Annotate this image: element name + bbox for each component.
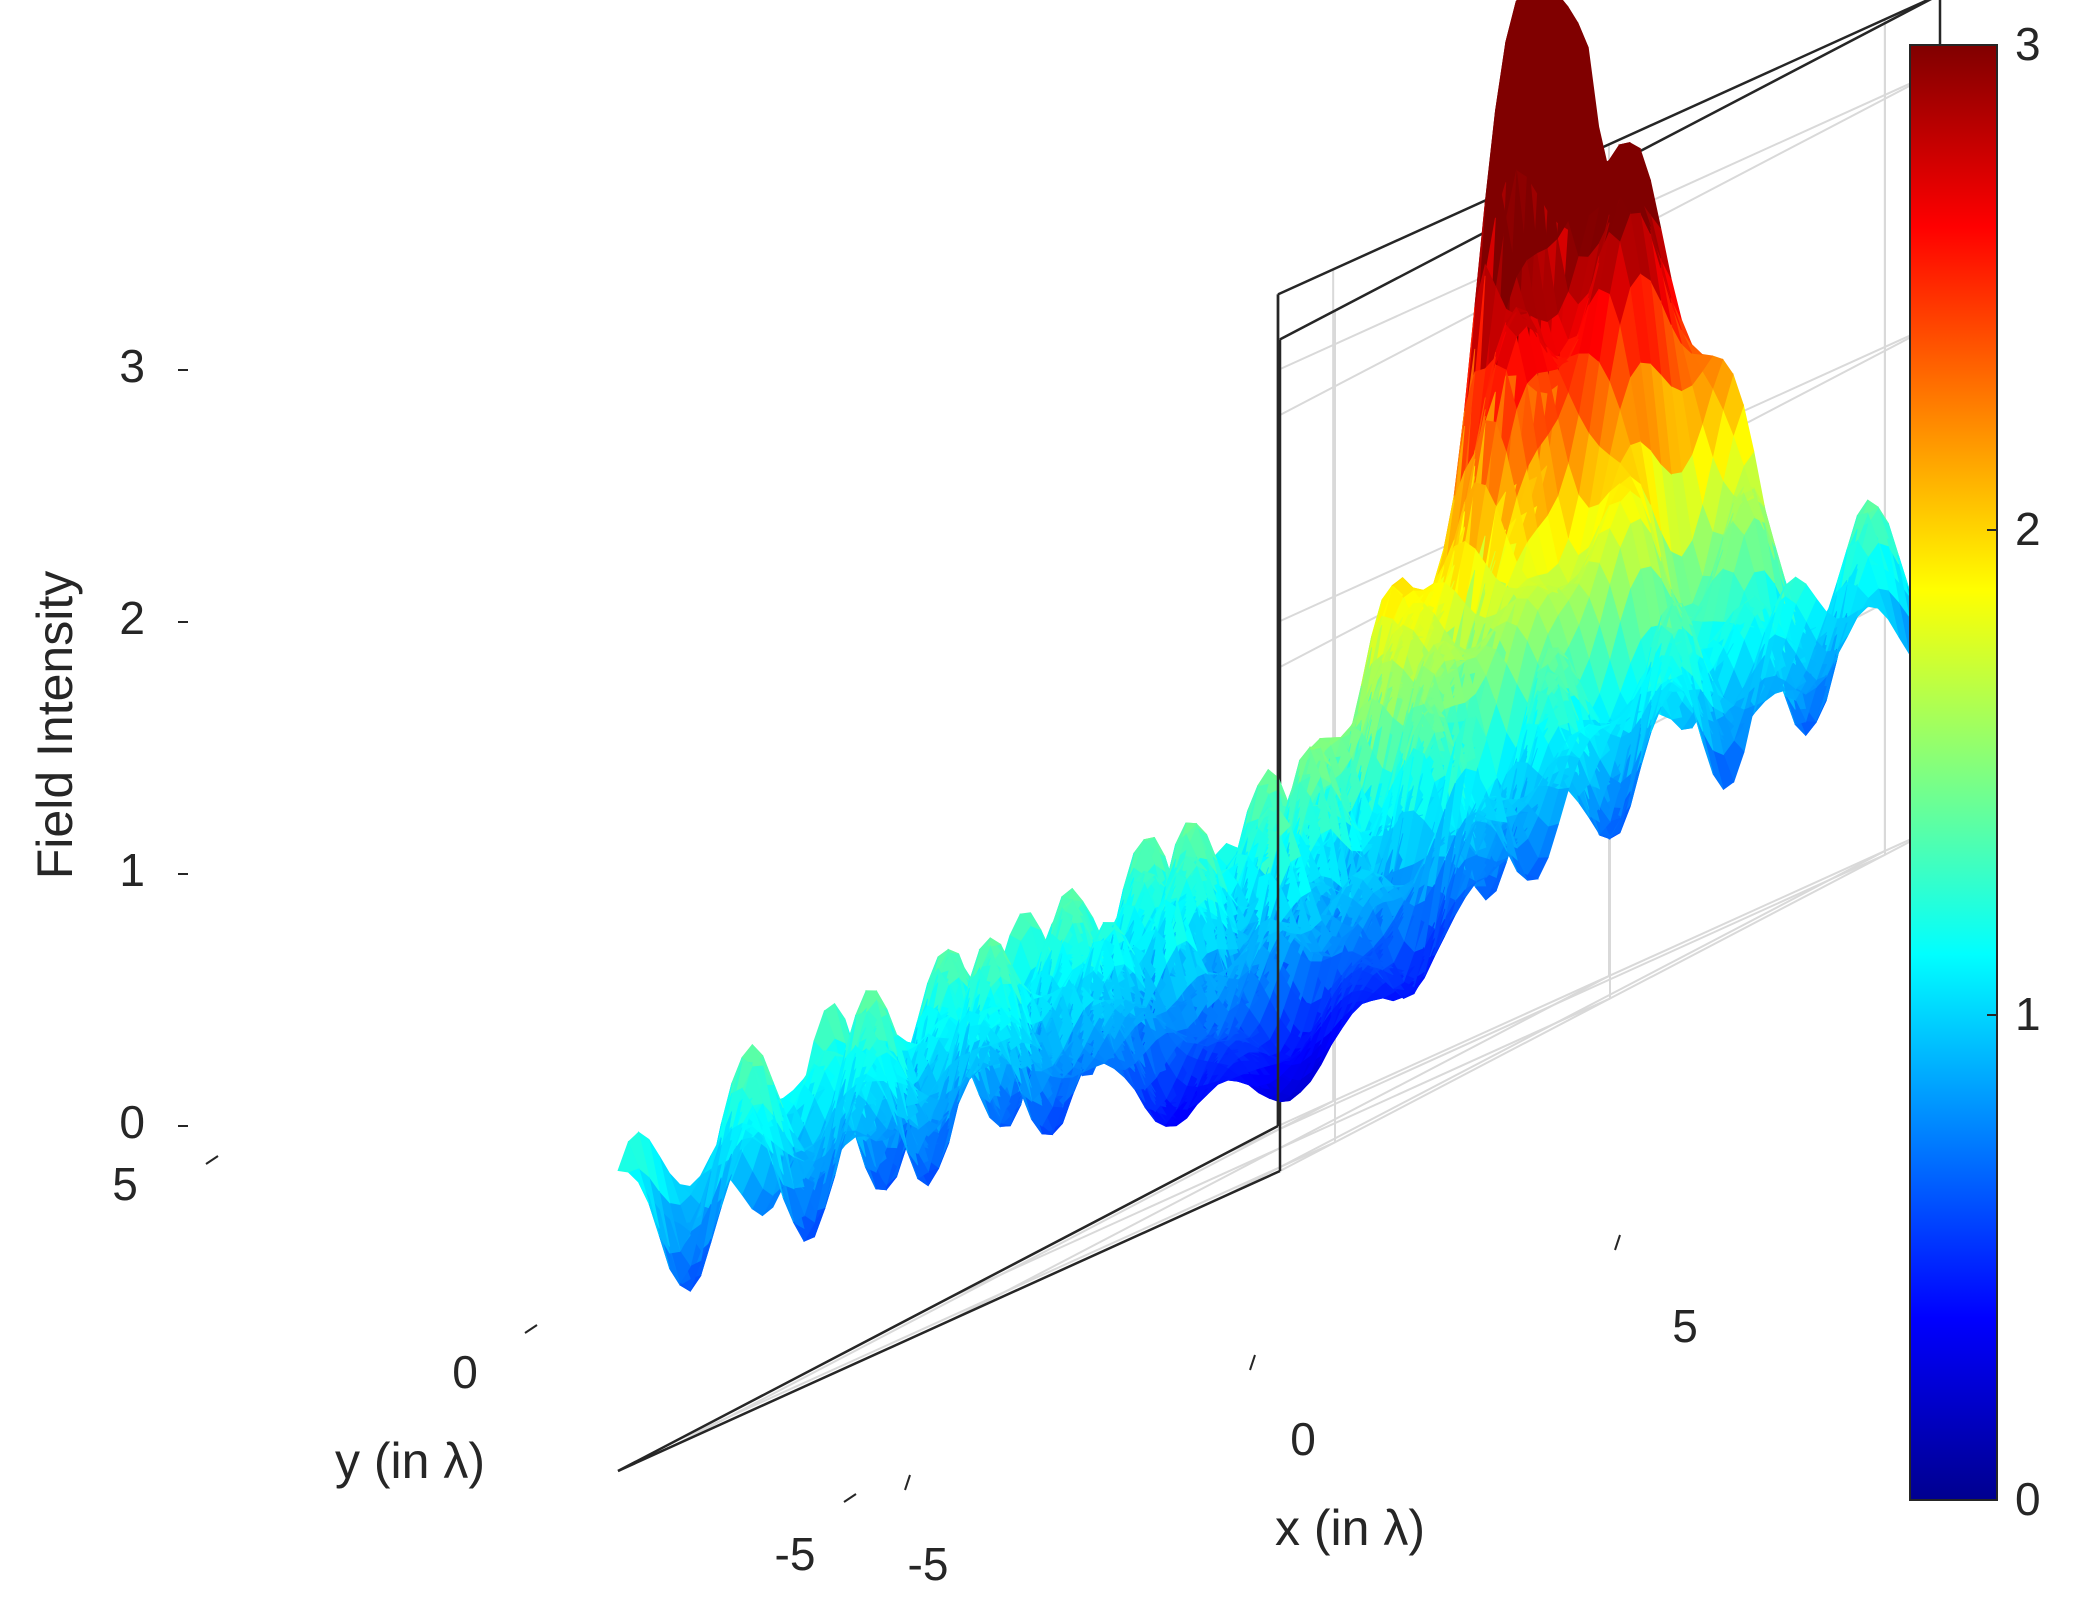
z-axis-label: Field Intensity (27, 571, 83, 879)
z-tick-label-0: 0 (119, 1096, 145, 1148)
y-tick-label-0: 0 (452, 1346, 478, 1398)
y-tick-label-5: 5 (112, 1158, 138, 1210)
y-tick-5 (205, 1155, 219, 1165)
grid-line-y-floor (1222, 853, 1886, 1156)
grid-line-y-floor (672, 1141, 1336, 1444)
x-tick-label-0: 0 (1290, 1413, 1316, 1465)
colorbar-label-1: 1 (2015, 988, 2041, 1040)
surface (617, 0, 1941, 1292)
colorbar-label-2: 2 (2015, 503, 2041, 555)
z-tick-label-2: 2 (119, 592, 145, 644)
z-axis: 0 1 2 3 Field Intensity (27, 340, 188, 1148)
x-axis-label: x (in λ) (1275, 1500, 1425, 1556)
y-tick-m5 (843, 1493, 857, 1503)
box-edge-top-back (1277, 0, 1931, 296)
x-tick-label-5: 5 (1672, 1300, 1698, 1352)
y-tick-0 (524, 1324, 538, 1334)
y-axis-label: y (in λ) (335, 1433, 485, 1489)
colorbar-label-3: 3 (2015, 18, 2041, 70)
y-tick-label-m5: -5 (775, 1528, 816, 1580)
x-tick-5 (1614, 1234, 1621, 1251)
y-axis: 5 0 -5 y (in λ) (112, 1155, 857, 1580)
x-tick-0 (1249, 1354, 1256, 1371)
grid-lines (672, 19, 1941, 1447)
x-tick-m5 (904, 1474, 911, 1491)
z-tick-label-3: 3 (119, 340, 145, 392)
colorbar-label-0: 0 (2015, 1473, 2041, 1525)
colorbar-gradient (1909, 44, 1998, 1501)
colorbar: 0 1 2 3 (1909, 18, 2041, 1525)
z-tick-label-1: 1 (119, 844, 145, 896)
x-tick-label-m5: -5 (908, 1538, 949, 1590)
